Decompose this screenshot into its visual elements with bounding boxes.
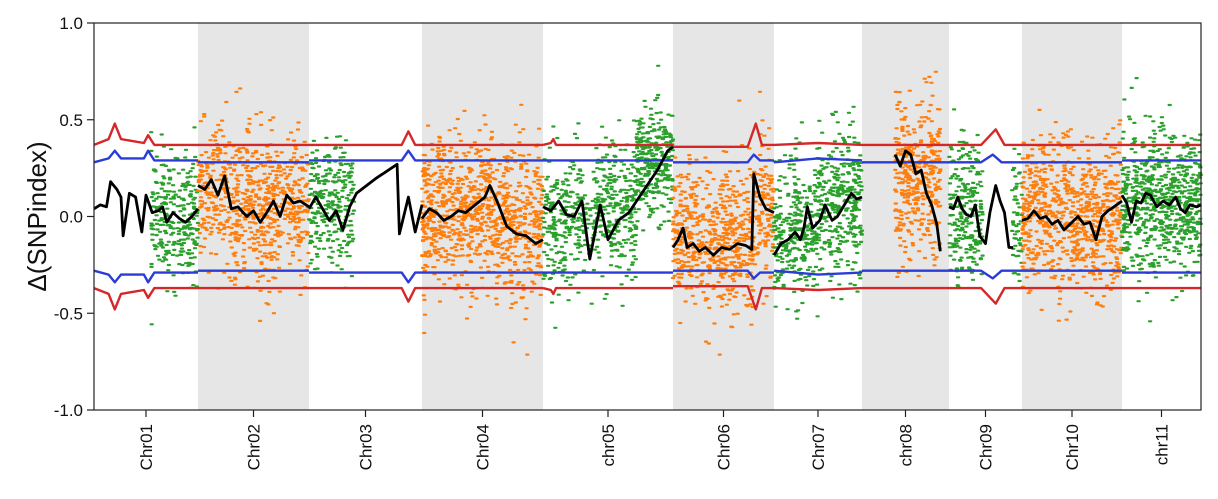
ci99-upper-line-chr07 <box>773 141 863 147</box>
ci99-upper-line-chr03 <box>309 130 422 147</box>
x-tick-label-chr11: chr11 <box>1153 424 1172 465</box>
y-axis: -1.0 -0.5 0.0 0.5 1.0 <box>54 14 94 420</box>
ci99-lower-line-chr05 <box>542 286 673 296</box>
ci95-lower-line-chr01 <box>93 269 198 284</box>
y-tick-label: 0.5 <box>59 111 83 130</box>
confidence-lines <box>93 122 1201 311</box>
x-tick-label-chr10: Chr10 <box>1063 424 1082 470</box>
ci99-upper-line-chr01 <box>93 122 198 147</box>
ci95-upper-line-chr07 <box>773 157 863 164</box>
x-tick-label-chr07: Chr07 <box>809 424 828 470</box>
delta-line-chr10 <box>1021 199 1123 242</box>
x-tick-label-chr05: chr05 <box>599 424 618 467</box>
ci95-lower-line-chr06 <box>673 269 774 280</box>
snp-dots-chr07 <box>771 105 865 320</box>
x-tick-label-chr04: Chr04 <box>474 424 493 470</box>
ci95-lower-line-chr07 <box>773 269 863 276</box>
x-axis: Chr01 Chr02 Chr03 Chr04 chr05 Chr06 Chr07 chr08… <box>137 410 1172 470</box>
ci99-lower-line-chr09 <box>949 286 1022 305</box>
delta-line-chr11 <box>1120 191 1202 224</box>
delta-line-chr03 <box>307 162 424 236</box>
delta-line-chr07 <box>772 191 863 256</box>
delta-line-chr01 <box>93 180 200 238</box>
ci95-upper-line-chr09 <box>949 153 1022 164</box>
ci99-upper-line-chr09 <box>949 128 1022 147</box>
delta-line-chr04 <box>420 184 544 245</box>
delta-line-chr06 <box>671 172 775 257</box>
ci99-lower-line-chr07 <box>773 286 863 292</box>
snp-dots-chr01 <box>149 126 201 326</box>
snp-dots-chr05 <box>540 64 676 329</box>
y-tick-label: 0.0 <box>59 208 83 227</box>
ci95-upper-line-chr03 <box>309 149 422 162</box>
ci95-upper-line-chr06 <box>673 153 774 164</box>
ci99-upper-line-chr05 <box>542 137 673 147</box>
ci95-upper-line-chr01 <box>93 149 198 164</box>
snp-dots-chr09 <box>947 108 1024 288</box>
ci99-lower-line-chr01 <box>93 286 198 311</box>
delta-line-chr02 <box>197 174 310 224</box>
snp-dots-chr10 <box>1020 108 1124 322</box>
snp-dots-chr02 <box>195 87 311 322</box>
ci99-lower-line-chr03 <box>309 286 422 303</box>
x-tick-label-chr08: chr08 <box>897 424 916 467</box>
ci99-lower-line-chr06 <box>673 285 774 311</box>
y-tick-label: -0.5 <box>54 304 83 323</box>
delta-snp-index-lines <box>93 145 1202 261</box>
x-tick-label-chr03: Chr03 <box>357 424 376 470</box>
delta-line-chr09 <box>948 184 1014 249</box>
delta-line-chr08 <box>893 149 942 252</box>
delta-line-chr05 <box>542 145 674 261</box>
x-tick-label-chr09: Chr09 <box>977 424 996 470</box>
x-tick-label-chr02: Chr02 <box>245 424 264 470</box>
y-tick-label: -1.0 <box>54 401 83 420</box>
snp-dots-chr11 <box>1119 77 1203 323</box>
ci99-upper-line-chr06 <box>673 122 774 148</box>
ci95-lower-line-chr09 <box>949 269 1022 280</box>
snp-dots-chr03 <box>306 135 357 289</box>
x-tick-label-chr06: Chr06 <box>715 424 734 470</box>
y-axis-label: Δ(SNPindex) <box>22 141 52 291</box>
x-tick-label-chr01: Chr01 <box>137 424 156 470</box>
y-tick-label: 1.0 <box>59 14 83 33</box>
ci95-lower-line-chr03 <box>309 271 422 284</box>
snp-dots-chr08 <box>892 70 943 278</box>
